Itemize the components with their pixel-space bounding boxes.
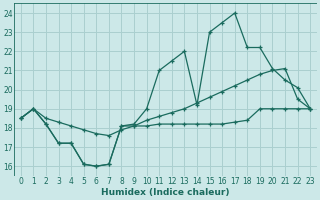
X-axis label: Humidex (Indice chaleur): Humidex (Indice chaleur) <box>101 188 230 197</box>
